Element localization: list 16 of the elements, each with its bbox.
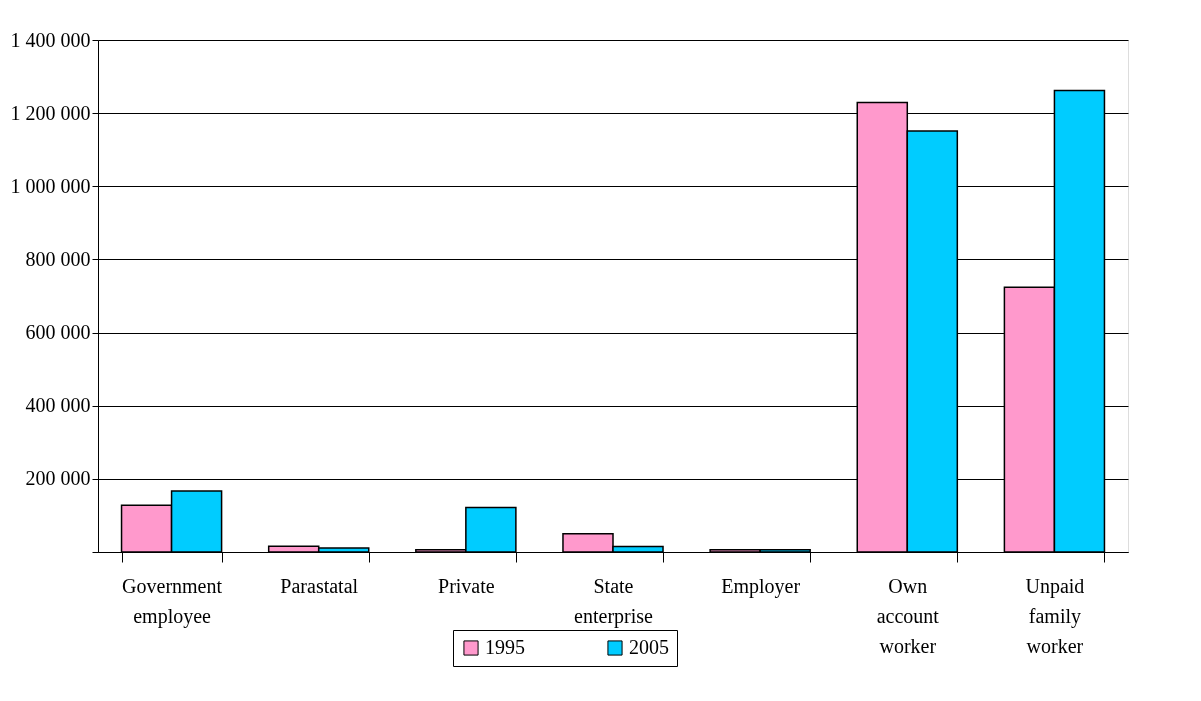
x-tick-label: Unpaid family worker [1025, 574, 1085, 657]
y-tick-label: 400 000 [25, 394, 91, 417]
x-tick-label: State enterprise [574, 574, 654, 628]
legend-label: 1995 [485, 636, 525, 658]
y-tick-label: 800 000 [25, 247, 91, 270]
x-tick-label: Parastatal [280, 574, 359, 597]
y-tick-label: 1 000 000 [10, 174, 91, 197]
y-tick-label: 600 000 [25, 321, 91, 344]
y-tick-label: 200 000 [25, 467, 91, 490]
x-tick-label: Employer [721, 574, 801, 598]
x-tick-label: Government employee [122, 574, 223, 628]
legend-label: 2005 [629, 636, 669, 658]
x-tick-label: Own account worker [876, 574, 940, 657]
y-tick-label: 1 200 000 [10, 101, 91, 124]
x-tick-label: Private [438, 574, 495, 597]
y-tick-label: 1 400 000 [10, 28, 91, 51]
